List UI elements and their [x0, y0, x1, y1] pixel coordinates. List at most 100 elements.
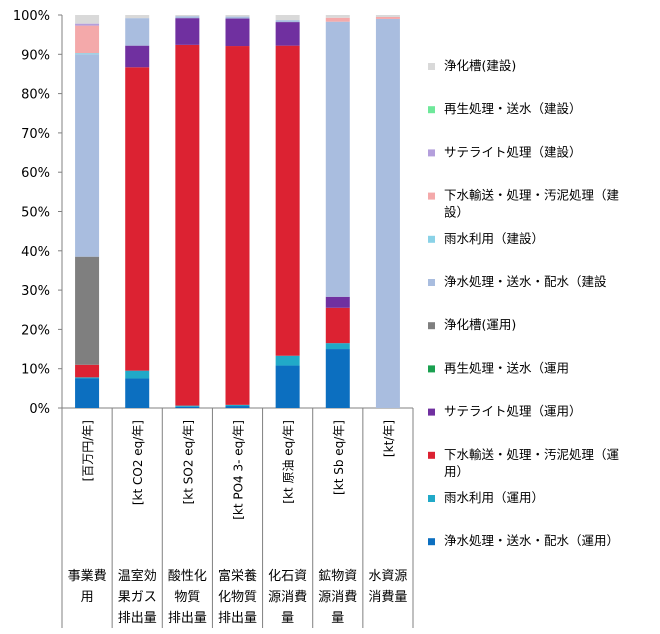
category-unit-label: [百万円/年] [81, 420, 95, 481]
bar-segment [225, 15, 250, 17]
category-label: 果ガス [118, 590, 157, 605]
bar-segment [75, 54, 100, 257]
category-label: 源消費 [318, 590, 357, 605]
category-label: 源消費 [268, 590, 307, 605]
bar-segment [325, 296, 350, 308]
category-label: 事業費 [68, 568, 107, 584]
category-unit-label: [kt 原油 eq/年] [282, 420, 296, 504]
legend-label: 雨水利用（運用） [444, 490, 544, 505]
bar-segment [225, 46, 250, 405]
bar-segment [275, 365, 300, 408]
bar-segment [125, 15, 150, 19]
category-label: 物質 [174, 590, 200, 605]
legend-swatch [428, 408, 435, 416]
y-tick-label: 100% [13, 9, 50, 24]
legend-label: 浄水処理・送水・配水（運用） [444, 533, 619, 548]
legend-label: サテライト処理（建設） [444, 144, 582, 159]
category-label: 排出量 [168, 611, 207, 626]
category-unit-label: [kt/年] [382, 420, 396, 457]
bar-segment [75, 256, 100, 365]
legend-label: 用） [444, 464, 469, 479]
legend-label: 再生処理・送水（建設） [444, 101, 582, 116]
category-label: 化物質 [218, 590, 257, 605]
y-tick-label: 60% [21, 166, 50, 181]
bar-segment [175, 44, 200, 406]
y-tick-label: 70% [21, 127, 50, 142]
legend-swatch [428, 106, 435, 114]
legend-swatch [428, 365, 435, 373]
bar-segment [75, 15, 100, 24]
legend-swatch [428, 495, 435, 502]
y-tick-label: 10% [21, 363, 50, 378]
y-tick-label: 50% [21, 206, 50, 221]
bar-segment [375, 18, 400, 409]
category-label: 温室効 [118, 568, 157, 584]
bar-segment [175, 16, 200, 19]
bar-segment [275, 15, 300, 21]
legend-label: 下水輸送・処理・汚泥処理（運 [444, 447, 620, 462]
bar-segment [275, 22, 300, 46]
bar-segment [275, 45, 300, 356]
bar-segment [225, 16, 250, 19]
bar-segment [325, 343, 350, 350]
bar-segment [75, 23, 100, 26]
category-label: 鉱物資 [318, 568, 357, 584]
bar-segment [225, 406, 250, 408]
bar-segment [325, 17, 350, 22]
category-label: 消費量 [368, 590, 407, 605]
bar-segment [175, 406, 200, 408]
legend-swatch [428, 279, 435, 286]
category-label: 排出量 [218, 611, 257, 626]
legend-swatch [428, 451, 435, 459]
bar-segment [325, 307, 350, 344]
bar-segment [225, 18, 250, 47]
bar-segment [325, 21, 350, 297]
legend-swatch [428, 192, 435, 200]
legend-swatch [428, 63, 435, 70]
bar-segment [325, 15, 350, 18]
category-unit-label: [kt PO4 3- eq/年] [232, 420, 246, 520]
legend-label: 下水輸送・処理・汚泥処理（建 [444, 188, 620, 203]
legend-label: 浄化槽(運用) [444, 317, 516, 332]
bar-segment [75, 378, 100, 408]
bar-segment [175, 18, 200, 45]
legend-swatch [428, 149, 435, 157]
bar-segment [75, 25, 100, 54]
bar-segment [75, 364, 100, 378]
category-label: 排出量 [118, 611, 157, 626]
category-label: 用 [81, 590, 94, 605]
bar-segment [125, 67, 150, 371]
y-tick-label: 40% [21, 245, 50, 260]
bar-segment [125, 378, 150, 408]
category-label: 富栄養 [218, 568, 257, 584]
category-label: 量 [331, 611, 344, 626]
category-unit-label: [kt CO2 eq/年] [131, 420, 145, 505]
category-unit-label: [kt SO2 eq/年] [181, 420, 195, 504]
bar-segment [75, 377, 100, 379]
bar-segment [275, 355, 300, 366]
legend-label: 浄水処理・送水・配水（建設 [444, 274, 607, 289]
y-tick-label: 0% [29, 402, 50, 417]
legend-swatch [428, 538, 435, 546]
legend-label: 再生処理・送水（運用 [444, 360, 569, 375]
legend-swatch [428, 235, 435, 243]
legend-swatch [428, 322, 435, 330]
bar-segment [75, 53, 100, 55]
bar-segment [225, 404, 250, 407]
bar-segment [375, 16, 400, 19]
bar-segment [125, 18, 150, 46]
legend-label: 浄化槽(建設) [444, 58, 516, 73]
bar-segment [275, 20, 300, 23]
bar-segment [175, 405, 200, 407]
legend-label: 設） [444, 205, 469, 220]
category-label: 水資源 [368, 569, 407, 584]
bar-segment [325, 349, 350, 408]
y-tick-label: 90% [21, 48, 50, 63]
y-tick-label: 80% [21, 88, 50, 103]
legend-label: 雨水利用（建設） [444, 231, 544, 246]
category-label: 酸性化 [168, 569, 207, 584]
y-tick-label: 20% [21, 323, 50, 338]
legend-label: サテライト処理（運用） [444, 404, 582, 419]
